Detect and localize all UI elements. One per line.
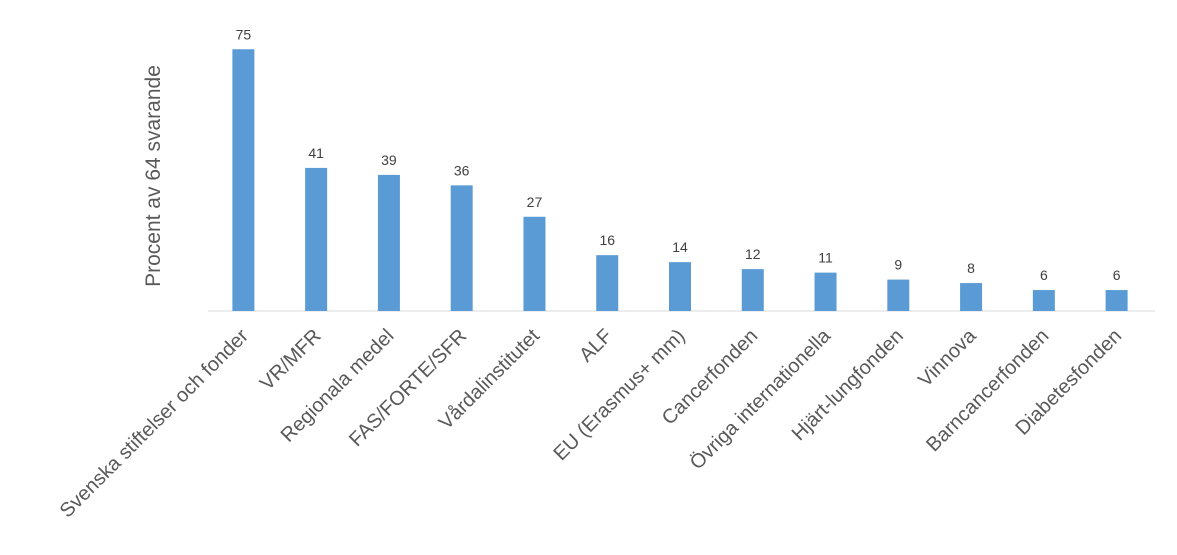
x-tick-label: Övriga internationella [686, 324, 836, 474]
value-label: 39 [381, 152, 397, 168]
x-tick-label: Barncancerfonden [922, 325, 1053, 456]
bar [887, 279, 910, 311]
x-tick-label: Svenska stiftelser och fonder [56, 325, 253, 522]
bar [1032, 290, 1055, 311]
value-label: 12 [745, 246, 761, 262]
bar [1105, 290, 1128, 311]
value-label: 16 [599, 232, 615, 248]
bar [596, 255, 619, 311]
value-label: 41 [308, 145, 324, 161]
bar [669, 262, 691, 311]
value-label: 9 [894, 257, 902, 273]
x-tick-label: ALF [575, 325, 616, 366]
bar [741, 269, 764, 311]
y-axis-label: Procent av 64 svarande [142, 65, 165, 287]
bar [232, 49, 255, 311]
value-label: 6 [1113, 267, 1121, 283]
value-label: 36 [454, 162, 470, 178]
value-label: 14 [672, 239, 688, 255]
x-tick-label: VR/MFR [256, 325, 326, 395]
value-label: 11 [818, 250, 833, 266]
bar [814, 272, 837, 311]
x-tick-label: EU (Erasmus+ mm) [549, 325, 689, 465]
value-label: 27 [527, 194, 543, 210]
x-tick-label: Vinnova [914, 324, 981, 391]
bar [377, 174, 400, 311]
bar [523, 216, 546, 311]
value-label: 75 [236, 26, 252, 42]
bar [305, 167, 328, 311]
bar [960, 283, 983, 311]
value-label: 6 [1040, 267, 1048, 283]
bar [450, 185, 473, 311]
value-label: 8 [967, 260, 975, 276]
